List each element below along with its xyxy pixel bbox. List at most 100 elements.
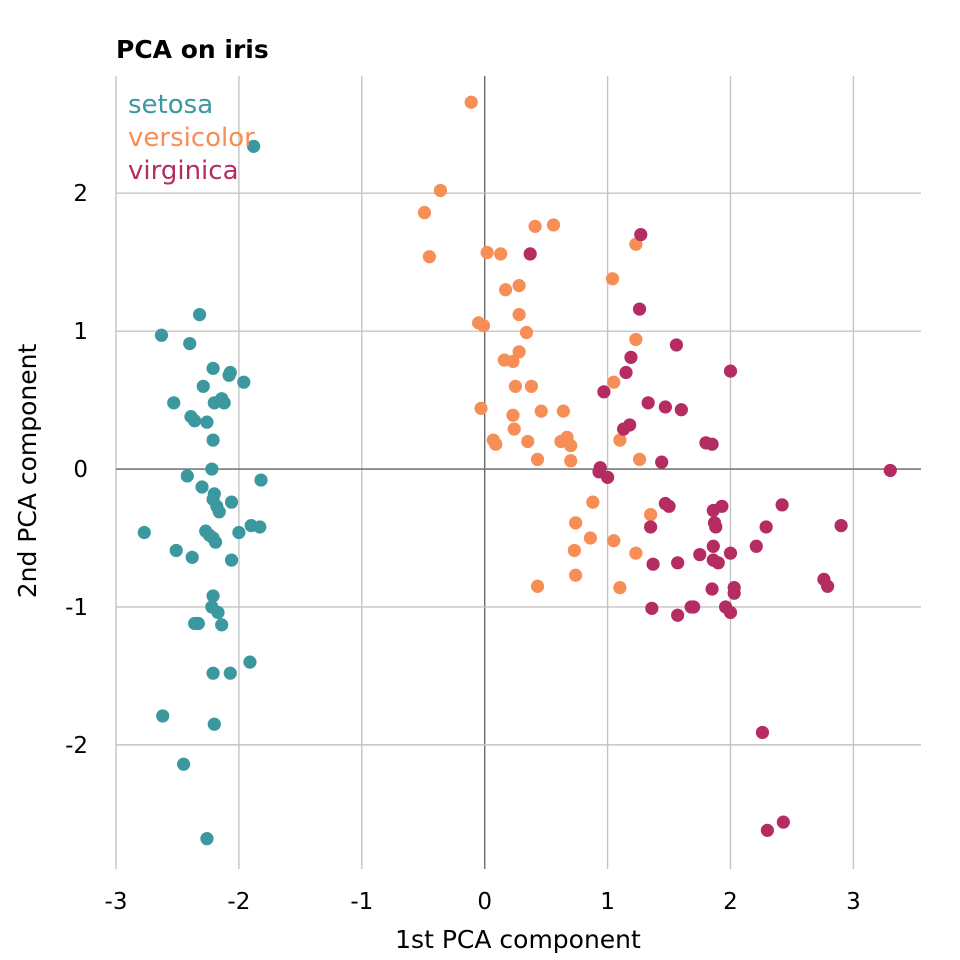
y-axis-label: 2nd PCA component	[13, 344, 42, 599]
point-setosa	[254, 473, 268, 487]
point-virginica	[693, 547, 707, 562]
point-versicolor	[507, 422, 521, 436]
point-virginica	[662, 499, 676, 513]
point-setosa	[192, 307, 207, 322]
point-virginica	[671, 556, 685, 570]
point-virginica	[723, 605, 738, 620]
point-setosa	[237, 375, 251, 389]
point-virginica	[820, 579, 835, 593]
data-points	[137, 95, 897, 846]
point-versicolor	[512, 307, 526, 322]
y-tick-label: 2	[73, 181, 88, 207]
point-versicolor	[567, 543, 582, 558]
point-setosa	[247, 139, 261, 153]
point-virginica	[655, 455, 669, 469]
point-versicolor	[528, 219, 542, 233]
point-versicolor	[546, 218, 561, 232]
point-versicolor	[530, 452, 545, 466]
point-virginica	[523, 247, 537, 261]
point-setosa	[207, 717, 221, 731]
chart-title: PCA on iris	[116, 35, 269, 64]
x-tick-label: 0	[477, 889, 492, 915]
point-virginica	[715, 499, 729, 513]
point-setosa	[185, 550, 199, 564]
x-tick-label: -1	[350, 889, 373, 915]
x-tick-label: 1	[600, 889, 615, 915]
point-versicolor	[605, 272, 620, 286]
point-setosa	[191, 616, 205, 631]
point-setosa	[206, 361, 220, 375]
point-setosa	[224, 553, 239, 567]
point-setosa	[180, 469, 194, 483]
point-versicolor	[524, 379, 539, 393]
point-setosa	[176, 757, 191, 771]
x-tick-label: 3	[846, 889, 861, 915]
point-setosa	[212, 505, 226, 519]
point-versicolor	[569, 516, 583, 530]
point-virginica	[760, 823, 774, 837]
point-virginica	[723, 546, 738, 560]
point-virginica	[723, 364, 738, 378]
point-virginica	[709, 520, 723, 534]
point-setosa	[137, 525, 151, 540]
point-versicolor	[613, 581, 627, 595]
point-versicolor	[569, 568, 583, 582]
point-versicolor	[521, 434, 535, 449]
point-setosa	[200, 832, 214, 846]
point-virginica	[705, 437, 719, 451]
point-versicolor	[506, 354, 520, 369]
point-virginica	[658, 400, 672, 414]
point-setosa	[232, 525, 246, 540]
point-setosa	[211, 605, 225, 620]
point-versicolor	[629, 546, 643, 560]
point-versicolor	[607, 375, 621, 389]
x-tick-label: -3	[105, 889, 128, 915]
point-versicolor	[464, 95, 478, 109]
point-setosa	[206, 589, 220, 603]
point-versicolor	[583, 531, 597, 545]
point-versicolor	[494, 247, 508, 261]
point-setosa	[206, 666, 220, 680]
point-versicolor	[508, 379, 523, 393]
point-versicolor	[422, 250, 436, 264]
point-versicolor	[613, 433, 627, 447]
point-versicolor	[586, 495, 600, 509]
point-setosa	[217, 396, 231, 410]
tick-labels: -3 -2 -1 0 1 2 3 -2 -1 0 1 2	[65, 181, 861, 915]
point-virginica	[759, 520, 773, 534]
point-setosa	[167, 396, 181, 410]
point-virginica	[601, 470, 615, 484]
point-virginica	[619, 365, 633, 380]
point-versicolor	[506, 408, 520, 422]
point-setosa	[169, 543, 183, 558]
point-virginica	[711, 556, 725, 570]
point-virginica	[641, 396, 655, 410]
point-virginica	[775, 498, 789, 512]
point-setosa	[156, 709, 170, 723]
point-versicolor	[534, 404, 548, 418]
point-versicolor	[556, 404, 570, 418]
point-versicolor	[530, 579, 545, 593]
point-virginica	[705, 582, 719, 596]
point-virginica	[834, 518, 848, 533]
point-versicolor	[433, 183, 448, 198]
point-versicolor	[480, 245, 494, 260]
point-setosa	[195, 480, 209, 494]
point-virginica	[671, 608, 685, 622]
point-virginica	[674, 403, 688, 417]
point-versicolor	[644, 507, 658, 522]
point-setosa	[208, 535, 223, 549]
point-versicolor	[564, 439, 578, 453]
point-versicolor	[519, 325, 534, 340]
point-virginica	[755, 725, 770, 740]
grid	[115, 76, 921, 869]
point-versicolor	[476, 319, 491, 333]
point-versicolor	[474, 401, 488, 415]
point-setosa	[215, 618, 229, 632]
x-axis-label: 1st PCA component	[395, 925, 641, 954]
point-setosa	[205, 462, 219, 476]
point-virginica	[634, 228, 648, 242]
point-setosa	[224, 495, 239, 509]
point-setosa	[200, 415, 214, 429]
